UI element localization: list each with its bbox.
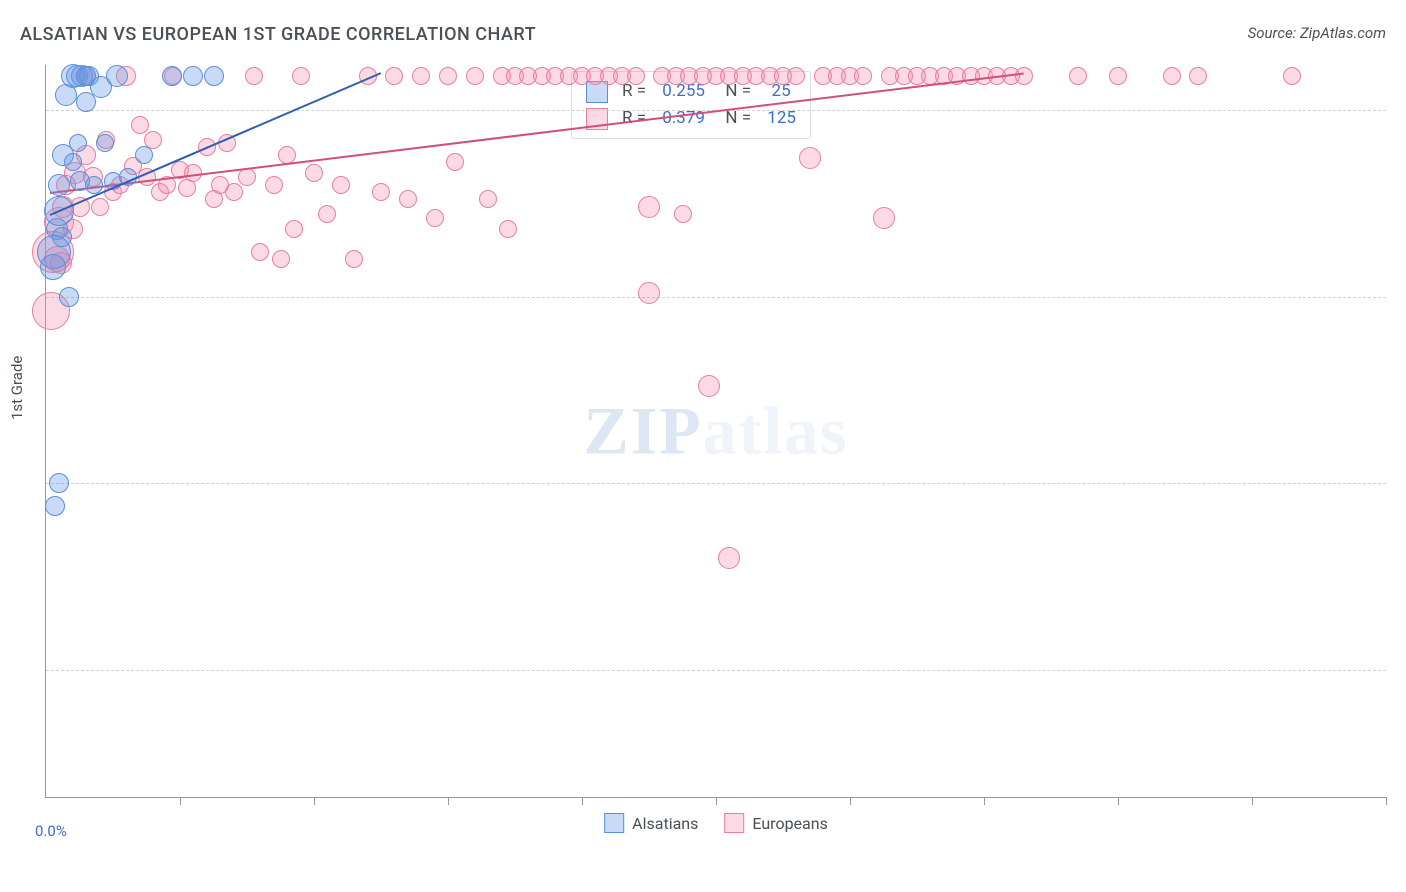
data-point-europeans xyxy=(265,176,283,194)
x-tick xyxy=(314,797,315,805)
data-point-europeans xyxy=(718,547,740,569)
data-point-europeans xyxy=(332,176,350,194)
x-tick xyxy=(984,797,985,805)
data-point-europeans xyxy=(439,67,457,85)
x-tick xyxy=(1386,797,1387,805)
source-label: Source: ZipAtlas.com xyxy=(1248,24,1386,42)
data-point-europeans xyxy=(479,190,497,208)
chart-title: ALSATIAN VS EUROPEAN 1ST GRADE CORRELATI… xyxy=(20,24,536,45)
data-point-europeans xyxy=(627,67,645,85)
gridline xyxy=(46,297,1386,298)
data-point-europeans xyxy=(385,67,403,85)
x-tick xyxy=(850,797,851,805)
data-point-europeans xyxy=(638,196,660,218)
data-point-alsatians xyxy=(49,473,69,493)
data-point-europeans xyxy=(251,243,269,261)
data-point-alsatians xyxy=(69,134,87,152)
data-point-europeans xyxy=(372,183,390,201)
data-point-europeans xyxy=(225,183,243,201)
data-point-europeans xyxy=(638,282,660,304)
data-point-alsatians xyxy=(37,235,71,269)
x-tick xyxy=(582,797,583,805)
gridline xyxy=(46,670,1386,671)
data-point-europeans xyxy=(399,190,417,208)
data-point-alsatians xyxy=(96,134,114,152)
data-point-alsatians xyxy=(59,287,79,307)
y-tick-label: 97.5% xyxy=(1396,288,1406,306)
y-tick-label: 100.0% xyxy=(1396,101,1406,119)
data-point-europeans xyxy=(854,67,872,85)
data-point-europeans xyxy=(698,375,720,397)
data-point-alsatians xyxy=(64,153,82,171)
data-point-europeans xyxy=(1109,67,1127,85)
data-point-europeans xyxy=(245,67,263,85)
trendline-europeans xyxy=(50,72,1024,193)
data-point-alsatians xyxy=(135,146,153,164)
scatter-plot: ZIPatlas R = 0.255 N = 25 R = 0.379 N = … xyxy=(45,65,1386,798)
y-axis-label: 1st Grade xyxy=(8,356,26,420)
data-point-europeans xyxy=(318,205,336,223)
y-tick-label: 95.0% xyxy=(1396,474,1406,492)
data-point-alsatians xyxy=(106,65,128,87)
data-point-europeans xyxy=(345,250,363,268)
x-axis-min-label: 0.0% xyxy=(35,822,67,840)
data-point-europeans xyxy=(305,164,323,182)
data-point-alsatians xyxy=(85,176,103,194)
gridline xyxy=(46,483,1386,484)
data-point-europeans xyxy=(292,67,310,85)
data-point-europeans xyxy=(278,146,296,164)
data-point-europeans xyxy=(466,67,484,85)
data-point-alsatians xyxy=(204,66,224,86)
data-point-europeans xyxy=(1283,67,1301,85)
data-point-europeans xyxy=(412,67,430,85)
data-point-europeans xyxy=(1069,67,1087,85)
data-point-europeans xyxy=(873,207,895,229)
data-point-europeans xyxy=(446,153,464,171)
data-point-alsatians xyxy=(183,66,203,86)
data-point-europeans xyxy=(238,168,256,186)
data-point-europeans xyxy=(1189,67,1207,85)
x-tick xyxy=(448,797,449,805)
data-point-europeans xyxy=(499,220,517,238)
x-tick xyxy=(1252,797,1253,805)
data-point-alsatians xyxy=(48,174,70,196)
x-tick xyxy=(180,797,181,805)
data-point-alsatians xyxy=(76,66,96,86)
data-point-alsatians xyxy=(162,66,182,86)
data-point-europeans xyxy=(1163,67,1181,85)
data-point-europeans xyxy=(426,209,444,227)
data-point-europeans xyxy=(799,147,821,169)
data-point-europeans xyxy=(674,205,692,223)
data-point-europeans xyxy=(787,67,805,85)
x-tick xyxy=(716,797,717,805)
data-point-alsatians xyxy=(45,496,65,516)
data-point-europeans xyxy=(272,250,290,268)
data-point-europeans xyxy=(131,116,149,134)
data-point-europeans xyxy=(285,220,303,238)
watermark: ZIPatlas xyxy=(583,392,848,471)
x-tick xyxy=(1118,797,1119,805)
data-point-europeans xyxy=(1015,67,1033,85)
data-point-europeans xyxy=(91,198,109,216)
y-tick-label: 92.5% xyxy=(1396,661,1406,679)
